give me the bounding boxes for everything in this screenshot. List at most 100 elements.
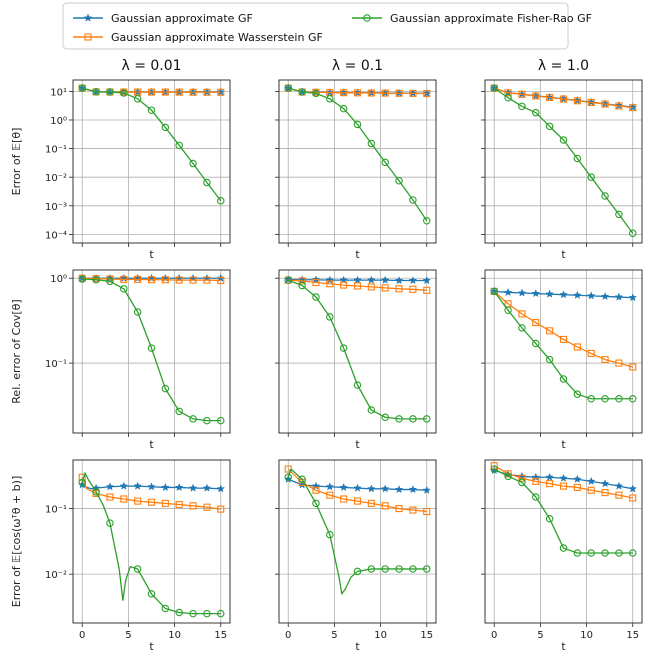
x-axis-label: t: [355, 248, 360, 261]
xtick-label-0: 0: [79, 630, 85, 641]
point-2-9: [615, 549, 623, 557]
point-1-7: [587, 349, 595, 357]
xtick-label-0: 0: [491, 630, 497, 641]
y-axis-label: Error of 𝔼[θ]: [10, 128, 23, 196]
series-line-2: [82, 278, 221, 422]
ytick-label-0: 10⁻⁴: [45, 230, 67, 241]
xtick-label-3: 15: [420, 630, 433, 641]
point-0-5: [559, 473, 568, 482]
point-2-4: [326, 530, 334, 539]
point-2-8: [189, 415, 197, 423]
ytick-label-5: 10¹: [50, 87, 67, 98]
point-2-13: [161, 604, 170, 613]
ytick-label-1: 10⁰: [50, 274, 67, 285]
point-2-1: [298, 281, 306, 290]
point-2-5: [147, 344, 156, 352]
column-titles: λ = 0.01 λ = 0.1 λ = 1.0: [121, 58, 589, 74]
series-1: [78, 473, 225, 513]
series-2: [78, 275, 225, 425]
point-1-8: [189, 88, 197, 96]
series-line-2: [287, 468, 427, 595]
point-2-1: [504, 93, 512, 102]
point-1-10: [423, 508, 431, 516]
point-1-1: [504, 89, 512, 97]
point-1-3: [326, 280, 334, 288]
series-2: [78, 84, 225, 205]
point-2-4: [339, 344, 348, 352]
point-1-8: [189, 276, 197, 284]
point-1-4: [546, 480, 554, 488]
axes-frame: [278, 269, 437, 434]
point-1-6: [161, 276, 169, 284]
point-2-10: [629, 229, 637, 237]
point-1-4: [546, 93, 554, 102]
series-line-1: [494, 87, 633, 109]
point-2-1: [92, 275, 100, 284]
point-2-5: [559, 375, 568, 383]
point-1-10: [217, 276, 225, 285]
series-2: [284, 468, 431, 595]
point-1-8: [175, 501, 183, 509]
point-2-4: [339, 104, 348, 113]
point-1-3: [106, 493, 114, 501]
series-line-2: [493, 290, 633, 400]
point-1-3: [532, 477, 540, 485]
ytick-label-1: 10⁻¹: [45, 505, 67, 516]
point-1-7: [161, 499, 169, 507]
point-1-6: [161, 88, 169, 96]
point-1-4: [120, 495, 128, 503]
series-2: [490, 465, 637, 557]
legend-label-2: Gaussian approximate Fisher-Rao GF: [390, 12, 592, 25]
point-0-6: [367, 275, 376, 284]
point-0-7: [586, 291, 596, 300]
plot-area: [279, 80, 436, 243]
point-0-7: [147, 482, 156, 491]
point-1-10: [629, 104, 637, 112]
point-0-5: [119, 481, 129, 490]
series-line-2: [493, 87, 634, 234]
legend-label-0: Gaussian approximate GF: [111, 12, 253, 25]
point-0-12: [216, 484, 226, 493]
point-2-3: [120, 89, 128, 97]
point-1-9: [203, 88, 211, 96]
point-0-4: [545, 472, 554, 481]
point-2-6: [573, 390, 582, 398]
point-2-1: [92, 88, 100, 96]
axes-frame: [72, 269, 231, 434]
point-1-4: [134, 275, 142, 283]
point-2-5: [559, 544, 568, 552]
point-0-4: [545, 289, 554, 298]
point-1-8: [601, 356, 609, 364]
point-1-7: [175, 88, 183, 96]
point-0-8: [600, 479, 610, 488]
series-2: [490, 287, 637, 403]
point-0-11: [202, 483, 212, 492]
point-0-10: [188, 483, 198, 492]
point-0-8: [394, 485, 404, 494]
point-2-17: [217, 609, 225, 618]
point-1-7: [587, 486, 595, 494]
point-2-8: [601, 549, 609, 557]
point-2-2: [106, 277, 114, 286]
point-1-2: [312, 486, 320, 494]
plot-area: [485, 460, 642, 623]
point-1-6: [147, 498, 156, 506]
point-2-6: [367, 139, 376, 148]
xtick-label-2: 10: [580, 630, 593, 641]
point-2-10: [217, 197, 225, 205]
point-1-11: [217, 505, 225, 513]
point-2-10: [367, 565, 376, 573]
point-1-8: [395, 285, 403, 293]
xtick-label-3: 15: [626, 630, 639, 641]
point-0-4: [105, 482, 115, 491]
series-2: [78, 472, 225, 618]
point-2-1: [298, 88, 306, 96]
point-2-7: [381, 158, 389, 167]
x-axis-label: t: [149, 248, 154, 261]
point-0-4: [339, 482, 348, 492]
point-2-2: [106, 88, 114, 96]
point-2-10: [217, 416, 225, 425]
point-0-5: [353, 483, 362, 492]
point-2-2: [298, 475, 306, 483]
point-1-9: [615, 359, 623, 367]
